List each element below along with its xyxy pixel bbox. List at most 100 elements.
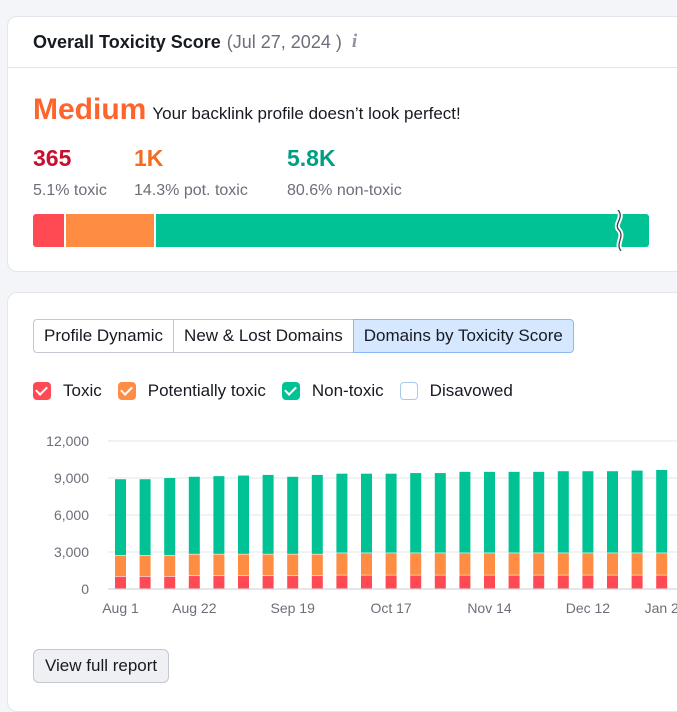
- x-tick-label: Jan 2: [645, 600, 677, 616]
- bar-segment: [311, 554, 323, 576]
- distribution-segment-toxic: [33, 214, 65, 247]
- legend-toxic[interactable]: Toxic: [33, 381, 102, 401]
- potentially-toxic-percent-label: 14.3% pot. toxic: [134, 182, 248, 199]
- non-toxic-count: 5.8K: [287, 145, 336, 171]
- view-full-report-button[interactable]: View full report: [33, 649, 170, 683]
- bar-segment: [115, 555, 126, 577]
- bar-segment: [361, 553, 372, 575]
- bar-segment: [188, 554, 200, 576]
- toxicity-level: Medium: [33, 93, 147, 126]
- bar-segment: [557, 575, 569, 589]
- bar-segment: [410, 575, 422, 589]
- bar-segment: [287, 576, 299, 589]
- x-tick-label: Sep 19: [271, 600, 316, 616]
- y-tick-label: 0: [81, 581, 89, 597]
- bar-segment: [656, 575, 668, 589]
- x-tick-label: Oct 17: [370, 600, 411, 616]
- legend-potentially-toxic[interactable]: Potentially toxic: [117, 381, 266, 401]
- bar-segment: [361, 473, 372, 553]
- distribution-segment-non-toxic: [153, 214, 649, 247]
- legend-toxic-label: Toxic: [63, 381, 102, 400]
- bar-segment: [459, 553, 471, 575]
- bar-segment: [631, 575, 643, 589]
- bar-segment: [213, 576, 225, 589]
- bar-segment: [607, 471, 618, 553]
- bar-segment: [631, 470, 643, 553]
- bar-segment: [287, 476, 299, 554]
- bar-segment: [262, 554, 274, 576]
- bar-segment: [484, 553, 495, 575]
- bar-segment: [336, 553, 348, 575]
- bar-segment: [508, 575, 520, 589]
- bar-segment: [213, 476, 225, 554]
- legend-non-toxic[interactable]: Non-toxic: [281, 381, 384, 401]
- bar-segment: [311, 474, 323, 554]
- info-icon[interactable]: i: [351, 31, 358, 52]
- x-tick-label: Dec 12: [566, 600, 611, 616]
- bar-segment: [115, 576, 126, 589]
- bar-segment: [508, 471, 520, 553]
- bar-segment: [484, 575, 495, 589]
- potentially-toxic-checkbox[interactable]: [117, 382, 136, 400]
- bar-segment: [262, 474, 274, 554]
- legend-disavowed[interactable]: Disavowed: [399, 381, 513, 401]
- bar-segment: [139, 555, 151, 577]
- bar-segment: [656, 469, 668, 553]
- disavowed-checkbox[interactable]: [399, 382, 418, 400]
- bar-segment: [582, 471, 594, 553]
- tab-profile-dynamic[interactable]: Profile Dynamic: [33, 319, 175, 353]
- bar-segment: [631, 553, 643, 575]
- bar-segment: [434, 473, 446, 553]
- bar-segment: [459, 471, 471, 553]
- bar-segment: [385, 575, 397, 589]
- distribution-segment-potentially-toxic: [64, 214, 154, 247]
- bar-segment: [385, 553, 397, 575]
- domains-chart-card: Profile Dynamic New & Lost Domains Domai…: [7, 292, 677, 712]
- bar-segment: [238, 554, 249, 576]
- bar-segment: [410, 473, 422, 553]
- bar-segment: [238, 475, 249, 554]
- bar-segment: [533, 471, 545, 553]
- bar-segment: [607, 575, 618, 589]
- bar-segment: [238, 576, 249, 589]
- bar-segment: [484, 471, 495, 553]
- bar-segment: [139, 576, 151, 589]
- bar-segment: [115, 479, 126, 556]
- bar-segment: [607, 553, 618, 575]
- score-date: (Jul 27, 2024 ): [226, 31, 342, 52]
- bar-segment: [508, 553, 520, 575]
- bar-segment: [164, 478, 176, 556]
- card-header: Overall Toxicity Score (Jul 27, 2024 ) i: [8, 17, 677, 68]
- bar-segment: [434, 575, 446, 589]
- toxicity-level-description: Your backlink profile doesn’t look perfe…: [152, 104, 461, 123]
- y-tick-label: 3,000: [54, 544, 89, 560]
- bar-segment: [582, 575, 594, 589]
- bar-segment: [656, 553, 668, 575]
- non-toxic-checkbox[interactable]: [281, 382, 300, 400]
- card-title: Overall Toxicity Score: [33, 31, 221, 52]
- bar-segment: [336, 575, 348, 589]
- chart-legend: Toxic Potentially toxic Non-toxic Disavo…: [33, 381, 529, 401]
- potentially-toxic-count: 1K: [134, 145, 164, 171]
- toxic-stat: 365 5.1% toxic: [33, 145, 107, 200]
- toxicity-distribution-bar: [33, 214, 649, 247]
- y-tick-label: 12,000: [46, 433, 89, 449]
- axis-break-icon: [614, 210, 624, 251]
- bar-segment: [434, 553, 446, 575]
- bar-segment: [164, 555, 176, 577]
- toxic-percent-label: 5.1% toxic: [33, 182, 107, 199]
- tab-domains-by-toxicity-score[interactable]: Domains by Toxicity Score: [352, 319, 574, 353]
- toxic-count: 365: [33, 145, 72, 171]
- toxicity-level-row: Medium Your backlink profile doesn’t loo…: [33, 93, 461, 127]
- bar-segment: [459, 575, 471, 589]
- non-toxic-percent-label: 80.6% non-toxic: [287, 182, 402, 199]
- toxic-checkbox[interactable]: [33, 382, 51, 400]
- bar-segment: [533, 575, 545, 589]
- y-tick-label: 6,000: [54, 507, 89, 523]
- bar-segment: [557, 471, 569, 553]
- bar-segment: [557, 553, 569, 575]
- chart-tabs: Profile Dynamic New & Lost Domains Domai…: [33, 319, 574, 353]
- bar-segment: [262, 576, 274, 589]
- tab-new-lost-domains[interactable]: New & Lost Domains: [173, 319, 354, 353]
- legend-disavowed-label: Disavowed: [429, 381, 513, 400]
